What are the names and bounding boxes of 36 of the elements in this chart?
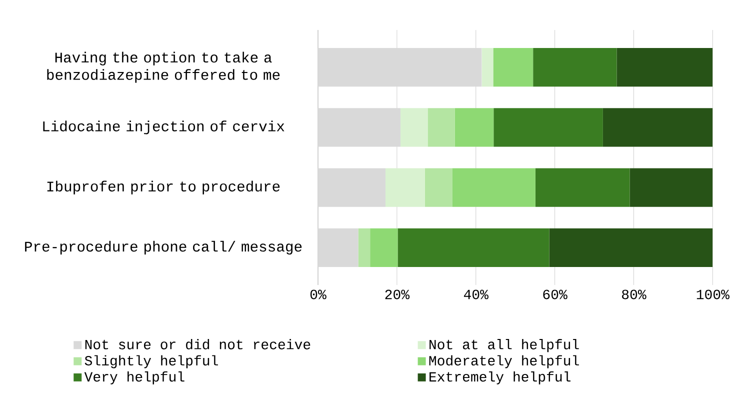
bar <box>452 168 536 207</box>
x-tick-label: 20% <box>385 290 410 300</box>
bar <box>454 108 494 147</box>
bar <box>385 168 425 207</box>
x-tick-label: 60% <box>543 290 568 300</box>
y-tick-label: Ibuprofen prior to procedure <box>47 180 280 194</box>
bar <box>400 108 428 147</box>
y-tick-label: Lidocaine injection of cervix <box>43 120 284 134</box>
bar <box>424 168 452 207</box>
bar <box>428 108 455 147</box>
bar <box>398 228 550 268</box>
bar <box>358 228 370 268</box>
x-tick-label: 0% <box>310 290 326 300</box>
bar <box>533 48 617 87</box>
legend-label: Moderately helpful <box>429 355 579 368</box>
legend-label: Slightly helpful <box>84 355 218 368</box>
x-tick-label: 80% <box>622 290 646 300</box>
legend-label: Very helpful <box>84 371 184 384</box>
legend-label: Not at all helpful <box>430 339 579 352</box>
y-tick-label: Having the option to take a benzodiazepine offered to me <box>47 52 280 83</box>
x-tick-label: 40% <box>464 290 488 300</box>
bar <box>602 108 713 147</box>
bar <box>616 48 713 87</box>
y-tick-label: Pre-procedure phone call/ message <box>25 240 302 255</box>
bar <box>494 108 603 147</box>
bar <box>318 228 358 268</box>
bar <box>535 168 630 207</box>
bar <box>318 168 386 207</box>
x-tick-label: 100% <box>696 290 730 300</box>
bar <box>482 48 494 87</box>
legend-label: Not sure or did not receive <box>85 339 310 350</box>
bar <box>549 228 713 268</box>
bar <box>493 48 534 87</box>
bar <box>630 168 713 207</box>
bar <box>370 228 398 268</box>
legend-label: Extremely helpful <box>430 371 570 384</box>
